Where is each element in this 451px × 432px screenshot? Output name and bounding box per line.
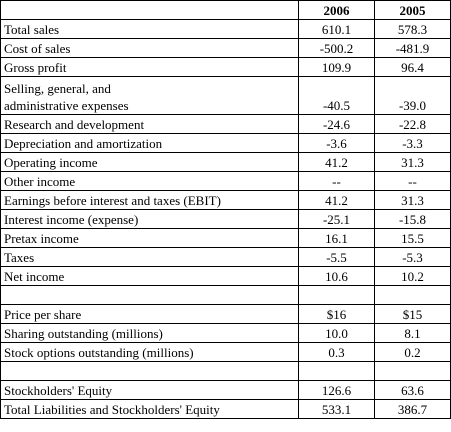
value-2006: $16 <box>298 304 375 324</box>
table-row: Total Liabilities and Stockholders' Equi… <box>0 399 451 419</box>
table-row: Earnings before interest and taxes (EBIT… <box>0 190 451 210</box>
spacer-row <box>0 361 451 381</box>
table-row: Cost of sales -500.2 -481.9 <box>0 38 451 58</box>
value-2006: -3.6 <box>298 133 375 153</box>
value-2006: 16.1 <box>298 228 375 248</box>
row-label: Cost of sales <box>0 38 299 58</box>
value-2005: $15 <box>374 304 451 324</box>
value-2005: 578.3 <box>374 19 451 39</box>
value-2005: -5.3 <box>374 247 451 267</box>
value-2005: 15.5 <box>374 228 451 248</box>
row-label: Stockholders' Equity <box>0 380 299 400</box>
table-row: Taxes -5.5 -5.3 <box>0 247 451 267</box>
row-label: Depreciation and amortization <box>0 133 299 153</box>
value-2005: -22.8 <box>374 114 451 134</box>
table-row: Sharing outstanding (millions) 10.0 8.1 <box>0 323 451 343</box>
header-label-cell <box>0 0 299 20</box>
row-label: Net income <box>0 266 299 286</box>
row-label-line-1: Selling, general, and <box>4 81 111 96</box>
table-row: Net income 10.6 10.2 <box>0 266 451 286</box>
spacer-row <box>0 285 451 305</box>
table-row: Price per share $16 $15 <box>0 304 451 324</box>
row-label: Gross profit <box>0 57 299 77</box>
value-2005: -39.0 <box>374 76 451 115</box>
value-2006: -40.5 <box>298 76 375 115</box>
row-label: Operating income <box>0 152 299 172</box>
row-label: Selling, general, and administrative exp… <box>0 76 299 115</box>
row-label-line-2: administrative expenses <box>4 98 129 113</box>
value-2006: -- <box>298 171 375 191</box>
value-2006: 41.2 <box>298 190 375 210</box>
table-row: Selling, general, and administrative exp… <box>0 76 451 115</box>
table-row: Total sales 610.1 578.3 <box>0 19 451 39</box>
value-2005: -15.8 <box>374 209 451 229</box>
value-2005: 31.3 <box>374 190 451 210</box>
value-2006: 610.1 <box>298 19 375 39</box>
value-2006 <box>298 361 375 381</box>
value-2005: 8.1 <box>374 323 451 343</box>
value-2006 <box>298 285 375 305</box>
value-2006: 533.1 <box>298 399 375 419</box>
table-row: Stock options outstanding (millions) 0.3… <box>0 342 451 362</box>
value-2005: 63.6 <box>374 380 451 400</box>
row-label <box>0 361 299 381</box>
table-row: Interest income (expense) -25.1 -15.8 <box>0 209 451 229</box>
value-2005: -3.3 <box>374 133 451 153</box>
value-2006: 10.6 <box>298 266 375 286</box>
table-row: Research and development -24.6 -22.8 <box>0 114 451 134</box>
table-row: Pretax income 16.1 15.5 <box>0 228 451 248</box>
value-2005: 10.2 <box>374 266 451 286</box>
header-row: 2006 2005 <box>0 0 451 20</box>
row-label: Research and development <box>0 114 299 134</box>
row-label: Other income <box>0 171 299 191</box>
row-label: Earnings before interest and taxes (EBIT… <box>0 190 299 210</box>
row-label: Price per share <box>0 304 299 324</box>
value-2005: -- <box>374 171 451 191</box>
financial-table: 2006 2005 Total sales 610.1 578.3 Cost o… <box>0 0 451 419</box>
table-row: Stockholders' Equity 126.6 63.6 <box>0 380 451 400</box>
table-row: Gross profit 109.9 96.4 <box>0 57 451 77</box>
value-2006: 126.6 <box>298 380 375 400</box>
row-label: Total Liabilities and Stockholders' Equi… <box>0 399 299 419</box>
value-2005: 386.7 <box>374 399 451 419</box>
row-label <box>0 285 299 305</box>
table-row: Depreciation and amortization -3.6 -3.3 <box>0 133 451 153</box>
row-label: Sharing outstanding (millions) <box>0 323 299 343</box>
value-2005 <box>374 285 451 305</box>
row-label: Total sales <box>0 19 299 39</box>
row-label: Pretax income <box>0 228 299 248</box>
value-2005: 31.3 <box>374 152 451 172</box>
header-year-2005: 2005 <box>374 0 451 20</box>
row-label: Interest income (expense) <box>0 209 299 229</box>
value-2006: -25.1 <box>298 209 375 229</box>
value-2005: 96.4 <box>374 57 451 77</box>
value-2005 <box>374 361 451 381</box>
value-2006: 109.9 <box>298 57 375 77</box>
value-2006: 41.2 <box>298 152 375 172</box>
value-2005: -481.9 <box>374 38 451 58</box>
value-2006: 10.0 <box>298 323 375 343</box>
table-row: Other income -- -- <box>0 171 451 191</box>
row-label: Taxes <box>0 247 299 267</box>
value-2006: -5.5 <box>298 247 375 267</box>
value-2006: -500.2 <box>298 38 375 58</box>
value-2005: 0.2 <box>374 342 451 362</box>
row-label: Stock options outstanding (millions) <box>0 342 299 362</box>
header-year-2006: 2006 <box>298 0 375 20</box>
value-2006: 0.3 <box>298 342 375 362</box>
table-row: Operating income 41.2 31.3 <box>0 152 451 172</box>
value-2006: -24.6 <box>298 114 375 134</box>
